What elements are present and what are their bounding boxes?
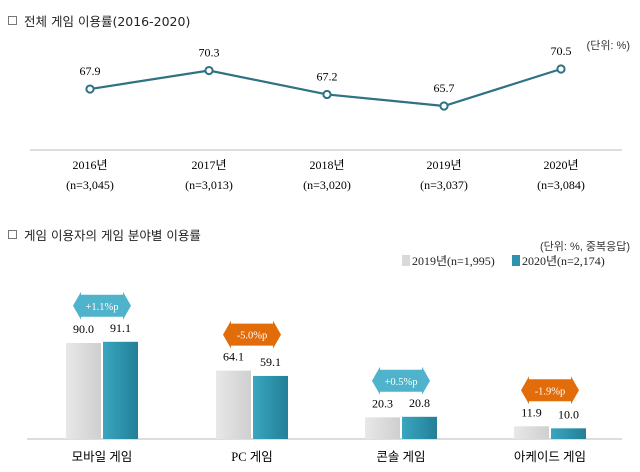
line-x-tick-label: 2016년	[72, 158, 107, 172]
line-point	[204, 65, 214, 76]
change-arrow	[521, 376, 579, 405]
bar-chart-unit: (단위: %, 중복응답)	[539, 241, 630, 253]
line-x-sample-size: (n=3,037)	[420, 178, 468, 192]
bar-2019	[514, 426, 549, 439]
bar-data-label: 91.1	[110, 321, 131, 335]
legend-2019: 2019년(n=1,995)	[402, 252, 495, 269]
line-data-label: 70.3	[199, 46, 220, 60]
line-x-sample-size: (n=3,013)	[185, 178, 233, 192]
legend-2020: 2020년(n=2,174)	[512, 252, 605, 269]
bar-2020	[253, 375, 288, 439]
line-point	[85, 84, 95, 94]
line-data-label: 70.5	[551, 44, 572, 58]
bar-category-label: 콘솔 게임	[376, 450, 425, 464]
line-x-sample-size: (n=3,045)	[66, 178, 114, 192]
line-x-tick-label: 2020년	[543, 158, 578, 172]
bar-data-label: 11.9	[521, 405, 542, 419]
line-data-label: 65.7	[434, 81, 455, 95]
bar-2019	[365, 417, 400, 439]
bar-data-label: 10.0	[558, 407, 579, 421]
line-chart-unit: (단위: %)	[586, 40, 630, 52]
bar-2020	[402, 416, 437, 439]
bar-chart-title-text: 게임 이용자의 게임 분야별 이용률	[24, 228, 201, 243]
legend-label-2020: 2020년(n=2,174)	[522, 254, 605, 268]
line-x-sample-size: (n=3,084)	[537, 178, 585, 192]
change-arrow	[372, 366, 430, 395]
bar-category-label: 모바일 게임	[72, 450, 133, 464]
line-x-tick-label: 2019년	[426, 158, 461, 172]
line-data-label: 67.2	[317, 69, 338, 83]
legend-swatch-2019	[402, 255, 410, 266]
bar-2019	[66, 342, 101, 439]
line-chart-title-text: 전체 게임 이용률(2016-2020)	[24, 14, 191, 29]
bar-data-label: 20.3	[372, 396, 393, 410]
bar-category-label: 아케이드 게임	[514, 450, 586, 464]
bar-2019	[216, 370, 251, 439]
change-label: -5.0%p	[237, 331, 268, 342]
line-x-tick-label: 2018년	[309, 158, 344, 172]
legend-swatch-2020	[512, 255, 520, 266]
bar-2020	[103, 341, 138, 439]
change-label: +0.5%p	[384, 377, 417, 388]
bar-chart-title: 게임 이용자의 게임 분야별 이용률	[8, 225, 201, 244]
bar-2020	[551, 428, 586, 439]
change-label: -1.9%p	[535, 386, 566, 397]
line-point	[439, 101, 449, 111]
change-arrow	[223, 320, 281, 349]
bar-data-label: 59.1	[260, 355, 281, 369]
bar-data-label: 64.1	[223, 350, 244, 364]
line-data-label: 67.9	[80, 64, 101, 78]
line-point	[556, 64, 566, 74]
line-x-sample-size: (n=3,020)	[303, 178, 351, 192]
bar-category-label: PC 게임	[231, 450, 272, 464]
line-point	[322, 89, 332, 100]
legend-label-2019: 2019년(n=1,995)	[412, 254, 495, 268]
bar-data-label: 20.8	[409, 396, 430, 410]
bar-data-label: 90.0	[73, 322, 94, 336]
change-arrow	[73, 291, 131, 320]
line-chart-title: 전체 게임 이용률(2016-2020)	[8, 11, 190, 30]
change-label: +1.1%p	[85, 302, 118, 313]
line-x-tick-label: 2017년	[191, 158, 226, 172]
